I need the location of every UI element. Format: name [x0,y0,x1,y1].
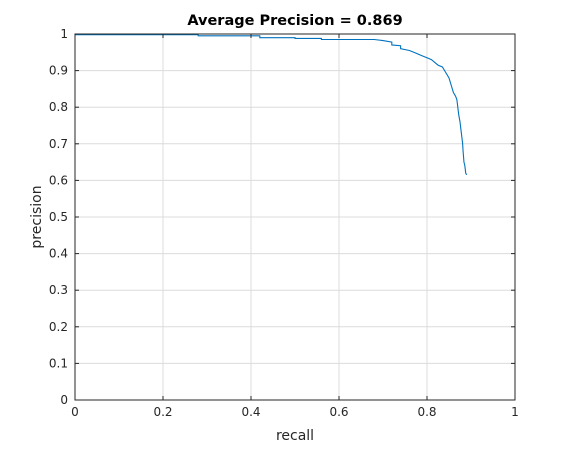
y-tick-label: 0.2 [49,320,68,334]
y-tick-labels: 0 0.1 0.2 0.3 0.4 0.5 0.6 0.7 0.8 0.9 1 [49,27,68,407]
y-tick-label: 0.7 [49,137,68,151]
x-axis-label: recall [276,428,314,444]
series-layer [75,34,468,176]
y-tick-label: 1 [60,27,68,41]
y-axis-label: precision [29,185,45,248]
x-tick-label: 0 [71,405,79,419]
y-tick-label: 0.1 [49,356,68,370]
x-tick-label: 0.8 [417,405,436,419]
x-tick-label: 1 [511,405,519,419]
chart-title: Average Precision = 0.869 [187,13,402,29]
y-tick-label: 0 [60,393,68,407]
x-tick-label: 0.6 [329,405,348,419]
x-tick-labels: 0 0.2 0.4 0.6 0.8 1 [71,405,519,419]
y-tick-label: 0.4 [49,247,68,261]
y-tick-label: 0.8 [49,100,68,114]
x-tick-label: 0.2 [153,405,172,419]
y-tick-label: 0.5 [49,210,68,224]
y-tick-label: 0.3 [49,283,68,297]
y-tick-label: 0.9 [49,64,68,78]
x-tick-label: 0.4 [241,405,260,419]
pr-curve-line [75,34,468,176]
y-tick-label: 0.6 [49,173,68,187]
ticks [74,33,516,401]
